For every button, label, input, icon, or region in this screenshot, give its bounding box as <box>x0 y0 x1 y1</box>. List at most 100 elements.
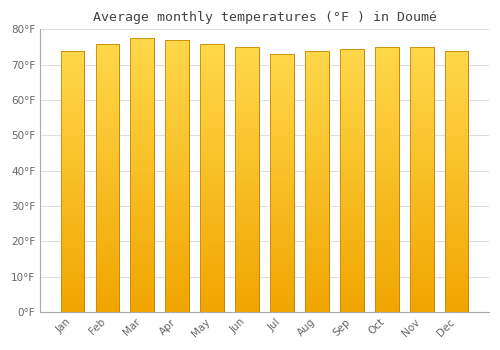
Bar <box>375 270 398 272</box>
Bar <box>200 138 224 140</box>
Bar <box>270 291 294 294</box>
Bar <box>410 304 434 307</box>
Bar <box>60 283 84 286</box>
Bar <box>60 87 84 90</box>
Bar <box>60 257 84 260</box>
Bar <box>340 236 363 238</box>
Bar <box>235 278 259 280</box>
Bar <box>305 134 329 137</box>
Bar <box>305 307 329 309</box>
Bar <box>166 209 189 211</box>
Bar <box>200 78 224 81</box>
Bar <box>200 51 224 54</box>
Bar <box>305 108 329 111</box>
Bar <box>96 156 120 159</box>
Bar <box>375 132 398 134</box>
Bar <box>130 249 154 252</box>
Bar <box>444 132 468 134</box>
Bar <box>96 247 120 250</box>
Bar <box>60 192 84 194</box>
Bar <box>200 73 224 76</box>
Bar <box>340 180 363 183</box>
Bar <box>235 217 259 219</box>
Bar <box>200 245 224 247</box>
Bar <box>340 215 363 217</box>
Bar <box>60 301 84 304</box>
Bar <box>410 195 434 198</box>
Bar <box>305 158 329 160</box>
Bar <box>130 219 154 222</box>
Bar <box>410 153 434 156</box>
Bar <box>375 304 398 307</box>
Bar <box>305 171 329 173</box>
Bar <box>410 267 434 270</box>
Bar <box>375 211 398 214</box>
Bar <box>410 217 434 219</box>
Bar <box>444 103 468 105</box>
Bar <box>166 285 189 287</box>
Bar <box>130 309 154 312</box>
Bar <box>96 113 120 116</box>
Bar <box>340 275 363 278</box>
Bar <box>444 58 468 61</box>
Bar <box>375 299 398 301</box>
Bar <box>410 190 434 193</box>
Bar <box>375 82 398 84</box>
Bar <box>166 46 189 48</box>
Bar <box>60 294 84 296</box>
Bar <box>410 214 434 217</box>
Bar <box>375 227 398 230</box>
Bar <box>375 103 398 105</box>
Bar <box>60 226 84 228</box>
Bar <box>130 101 154 104</box>
Bar <box>235 74 259 76</box>
Bar <box>340 49 363 51</box>
Bar <box>130 216 154 219</box>
Bar <box>340 86 363 88</box>
Bar <box>270 88 294 90</box>
Bar <box>96 127 120 130</box>
Bar <box>305 283 329 286</box>
Bar <box>200 86 224 89</box>
Bar <box>444 273 468 275</box>
Bar <box>130 126 154 128</box>
Bar <box>270 276 294 278</box>
Bar <box>96 293 120 296</box>
Bar <box>444 53 468 56</box>
Bar <box>130 134 154 137</box>
Bar <box>235 156 259 158</box>
Bar <box>375 206 398 209</box>
Bar <box>444 85 468 87</box>
Bar <box>305 178 329 181</box>
Bar <box>375 87 398 90</box>
Bar <box>410 203 434 206</box>
Bar <box>270 255 294 258</box>
Bar <box>375 95 398 97</box>
Bar <box>340 67 363 70</box>
Bar <box>305 90 329 92</box>
Bar <box>410 219 434 222</box>
Bar <box>444 267 468 270</box>
Bar <box>444 202 468 205</box>
Bar <box>270 175 294 178</box>
Bar <box>375 121 398 124</box>
Bar <box>340 267 363 270</box>
Bar <box>340 301 363 304</box>
Bar <box>200 256 224 258</box>
Bar <box>200 293 224 296</box>
Bar <box>60 207 84 210</box>
Bar <box>340 241 363 244</box>
Bar <box>60 116 84 119</box>
Bar <box>200 285 224 288</box>
Bar <box>96 86 120 89</box>
Bar <box>340 146 363 149</box>
Bar <box>200 272 224 274</box>
Bar <box>235 185 259 187</box>
Bar <box>235 235 259 238</box>
Bar <box>96 162 120 164</box>
Bar <box>130 205 154 208</box>
Bar <box>410 71 434 74</box>
Bar <box>235 251 259 254</box>
Bar <box>96 92 120 94</box>
Bar <box>60 212 84 215</box>
